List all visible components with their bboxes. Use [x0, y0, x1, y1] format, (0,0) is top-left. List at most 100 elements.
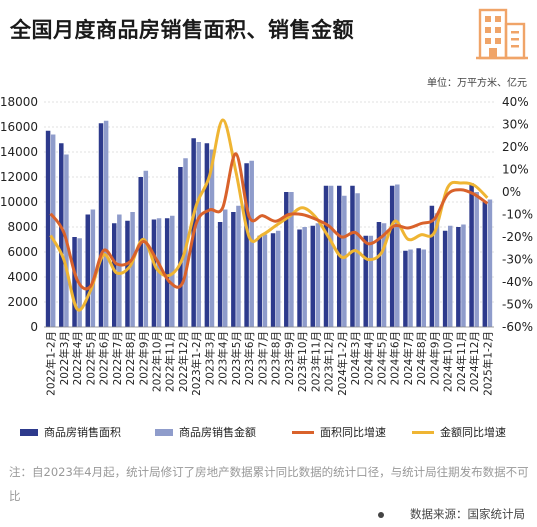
legend-item-amount-bar: 商品房销售金额: [155, 424, 256, 440]
y-left-tick-label: 4000: [7, 270, 38, 284]
bar-area: [482, 202, 488, 327]
legend-label-area-bar: 商品房销售面积: [44, 426, 121, 439]
y-left-tick-label: 12000: [0, 170, 38, 184]
line-area-growth: [49, 152, 489, 291]
bar-amount: [50, 134, 56, 327]
x-tick-label: 2023年8月: [270, 331, 283, 385]
legend-swatch-amount-line: [412, 430, 434, 434]
y-left-tick-label: 16000: [0, 120, 38, 134]
x-tick-label: 2023年12月: [323, 331, 336, 392]
bar-area: [389, 185, 395, 327]
bar-area: [111, 223, 117, 327]
y-right-tick-label: -50%: [502, 298, 533, 312]
y-left-tick-label: 14000: [0, 145, 38, 159]
bar-area: [204, 143, 210, 327]
y-right-tick-label: 40%: [502, 95, 529, 109]
x-tick-label: 2022年11月: [164, 331, 177, 392]
bar-amount: [315, 223, 321, 327]
bar-area: [284, 192, 289, 327]
y-right-tick-label: -20%: [502, 230, 533, 244]
x-tick-label: 2022年1-2月: [45, 331, 58, 396]
bar-area: [456, 227, 461, 327]
bar-amount: [130, 212, 135, 327]
bar-amount: [275, 230, 281, 327]
bar-area: [231, 212, 236, 327]
x-tick-label: 2022年10月: [151, 331, 164, 392]
x-tick-label: 2024年9月: [428, 331, 441, 385]
bar-area: [217, 222, 223, 327]
bar-amount: [421, 249, 427, 327]
buildings-icon: [476, 8, 528, 60]
x-tick-label: 2024年1-2月: [336, 331, 349, 396]
bar-area: [164, 218, 170, 327]
legend-label-amount-line: 金额同比增速: [440, 426, 506, 439]
bar-amount: [183, 158, 188, 327]
x-tick-label: 2022年12月: [177, 331, 190, 392]
bar-amount: [368, 235, 374, 327]
x-tick-label: 2023年9月: [283, 331, 296, 385]
legend-swatch-area-bar: [20, 428, 38, 436]
footnote: 注：自2023年4月起，统计局修订了房地产数据累计同比数据的统计口径，与统计局往…: [9, 465, 529, 503]
legend-swatch-amount-bar: [155, 428, 173, 436]
legend-label-amount-bar: 商品房销售金额: [179, 426, 256, 439]
bar-area: [59, 143, 64, 327]
x-tick-label: 2022年5月: [84, 331, 97, 385]
bar-area: [98, 123, 104, 327]
x-tick-label: 2023年4月: [217, 331, 230, 385]
bar-area: [270, 233, 276, 327]
x-tick-label: 2022年9月: [137, 331, 150, 385]
bar-amount: [209, 149, 215, 327]
bullet-dot-icon: [378, 511, 384, 518]
x-tick-label: 2024年12月: [468, 331, 481, 392]
y-right-tick-label: 30%: [502, 118, 529, 132]
x-tick-label: 2022年6月: [98, 331, 111, 385]
x-tick-label: 2023年3月: [203, 331, 216, 385]
x-tick-label: 2024年3月: [349, 331, 362, 385]
y-left-tick-label: 8000: [7, 220, 38, 234]
x-tick-label: 2022年4月: [71, 331, 84, 385]
bar-area: [310, 225, 316, 327]
bar-area: [350, 185, 355, 327]
y-left-tick-label: 10000: [0, 195, 38, 209]
bar-amount: [461, 224, 466, 327]
x-tick-label: 2025年1-2月: [481, 331, 494, 396]
bar-amount: [328, 185, 334, 327]
x-tick-label: 2022年7月: [111, 331, 124, 385]
y-left-tick-label: 18000: [0, 95, 38, 109]
legend-swatch-area-line: [292, 430, 314, 434]
x-tick-label: 2022年3月: [58, 331, 71, 385]
y-right-tick-label: -10%: [502, 208, 533, 222]
bar-area: [429, 205, 435, 327]
y-right-tick-label: -40%: [502, 275, 533, 289]
bar-area: [257, 235, 263, 327]
bar-area: [178, 167, 183, 327]
bar-area: [138, 177, 143, 327]
bar-amount: [447, 225, 453, 327]
bar-amount: [249, 160, 254, 327]
x-tick-label: 2023年7月: [256, 331, 269, 385]
y-right-tick-label: -30%: [502, 253, 533, 267]
x-tick-label: 2023年1-2月: [190, 331, 203, 396]
x-tick-label: 2024年4月: [362, 331, 375, 385]
unit-label: 单位：万平方米、亿元: [427, 78, 527, 89]
x-tick-label: 2023年11月: [309, 331, 322, 392]
bar-amount: [143, 170, 149, 327]
legend-item-amount-line: 金额同比增速: [412, 424, 506, 440]
bar-area: [376, 222, 382, 327]
y-right-tick-label: -60%: [502, 320, 533, 334]
bar-amount: [222, 209, 228, 327]
x-tick-label: 2024年6月: [389, 331, 402, 385]
bar-area: [363, 235, 368, 327]
bar-area: [85, 214, 91, 327]
legend-label-area-line: 面积同比增速: [320, 426, 386, 439]
bar-amount: [103, 120, 109, 327]
bar-area: [416, 248, 421, 327]
x-tick-label: 2024年8月: [415, 331, 428, 385]
bar-amount: [395, 184, 400, 327]
page-title: 全国月度商品房销售面积、销售金额: [10, 18, 354, 42]
bar-area: [469, 183, 474, 327]
x-tick-label: 2023年5月: [230, 331, 243, 385]
legend-item-area-bar: 商品房销售面积: [20, 424, 121, 440]
bar-area: [72, 237, 77, 327]
bar-amount: [262, 234, 268, 327]
